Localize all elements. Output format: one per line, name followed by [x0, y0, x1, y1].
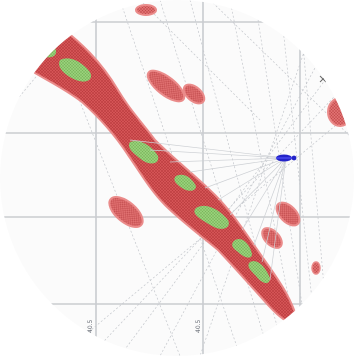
echo-cell [275, 201, 301, 227]
echo-cell [261, 227, 283, 249]
precipitation-echo-cells[interactable] [104, 4, 353, 332]
echo-cell [108, 196, 144, 228]
echo-cell [293, 320, 307, 332]
tick-marker [299, 329, 307, 337]
map-markers [11, 57, 327, 337]
echo-cell [311, 261, 321, 275]
radar-rays [129, 139, 287, 281]
tick-marker [319, 75, 327, 83]
precipitation-echo-main[interactable] [7, 17, 300, 324]
echo-cell [182, 83, 206, 105]
echo-cell [146, 69, 186, 103]
echo-cell [135, 4, 157, 16]
grid-label-right: 40.5 [195, 319, 202, 333]
radar-site-icon[interactable] [276, 154, 297, 162]
dot-marker [11, 57, 17, 63]
grid-label-left: 40.5 [87, 319, 94, 333]
echo-cell [327, 97, 353, 127]
